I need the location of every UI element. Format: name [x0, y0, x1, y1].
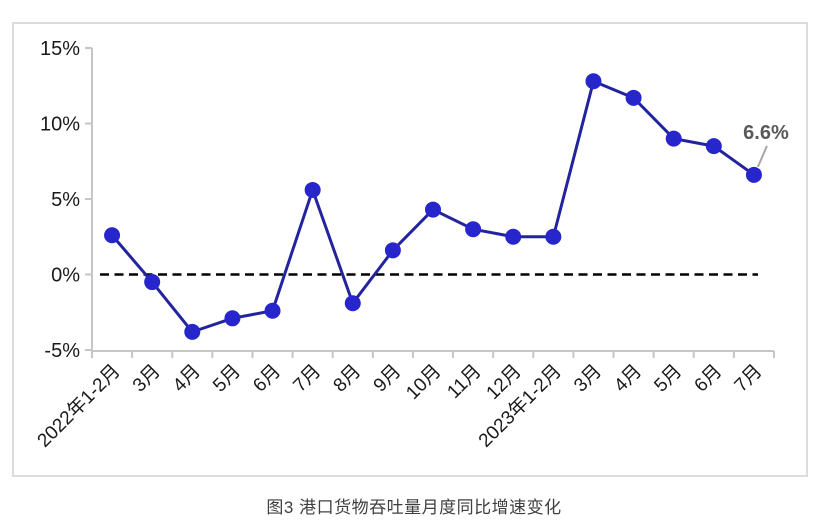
- line-chart: 15%10%5%0%-5%2022年1-2月 3月 4月 5月 6月 7月 8月 9月10月1…: [33, 38, 789, 452]
- figure-caption: 图3 港口货物吞吐量月度同比增速变化: [266, 498, 562, 517]
- data-point: [304, 181, 321, 198]
- data-point: [465, 221, 482, 238]
- data-point: [425, 201, 441, 218]
- y-tick-label: -5%: [44, 340, 80, 362]
- y-tick-label: 0%: [51, 265, 80, 287]
- x-tick-label: 10月: [402, 361, 445, 404]
- data-point: [585, 73, 602, 90]
- data-point: [665, 130, 682, 147]
- x-tick-label: 5月: [650, 361, 686, 397]
- annotation-label: 6.6%: [743, 122, 789, 144]
- x-tick-label: 5月: [209, 361, 245, 397]
- data-point: [705, 138, 722, 155]
- x-tick-label: 6月: [249, 361, 285, 397]
- x-tick-label: 2022年1-2月: [33, 360, 125, 452]
- data-point: [745, 166, 762, 183]
- chart-panel: 15% 10% 5% 0% -5% 2022年1-2月 3月 4月 5月 6月 7月 8月 9月 10月 1…: [12, 22, 808, 477]
- x-tick-label: 3月: [129, 361, 165, 397]
- data-point: [384, 242, 401, 259]
- x-tick-label: 9月: [370, 361, 406, 397]
- x-tick-label: 4月: [610, 361, 646, 397]
- data-point: [184, 323, 201, 340]
- data-point: [224, 310, 241, 327]
- data-point: [264, 302, 281, 319]
- x-tick-label: 6月: [691, 361, 727, 397]
- annotation-leader-line: [757, 145, 768, 168]
- y-tick-label: 10%: [40, 114, 80, 136]
- x-tick-label: 7月: [731, 361, 767, 397]
- data-point: [344, 295, 361, 312]
- data-point: [104, 227, 121, 244]
- x-tick-label: 4月: [169, 361, 205, 397]
- data-point: [505, 228, 522, 245]
- y-tick-label: 5%: [51, 189, 80, 211]
- data-point: [625, 89, 642, 106]
- x-tick-label: 8月: [330, 361, 366, 397]
- x-tick-label: 11月: [443, 361, 485, 403]
- data-point: [545, 228, 562, 245]
- x-tick-label: 3月: [570, 361, 606, 397]
- x-tick-label: 7月: [289, 361, 325, 397]
- data-point: [144, 274, 161, 291]
- y-tick-label: 15%: [40, 38, 80, 60]
